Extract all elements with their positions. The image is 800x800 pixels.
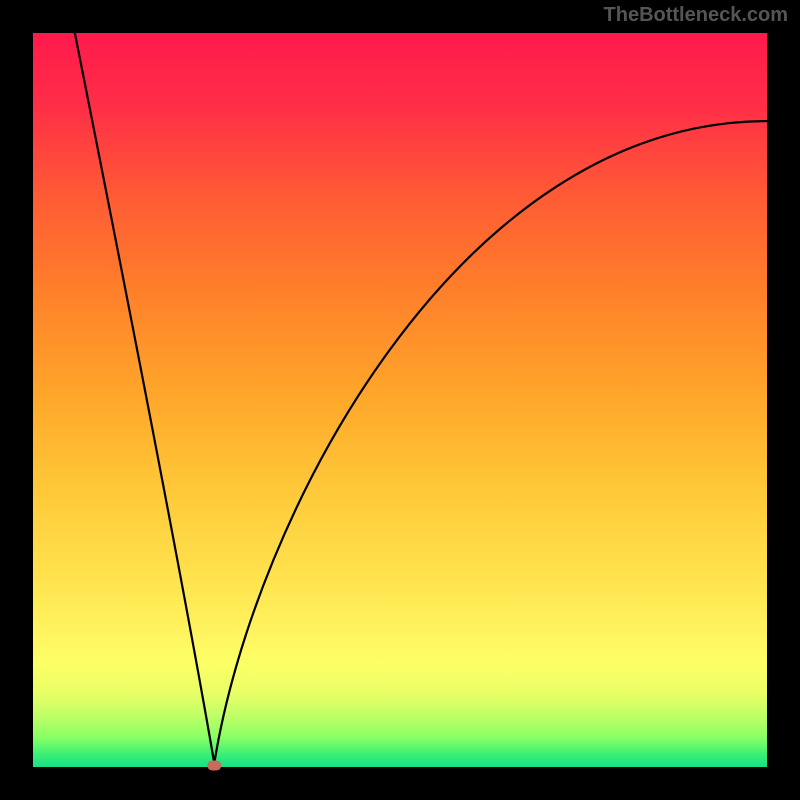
watermark-text: TheBottleneck.com bbox=[604, 4, 788, 27]
plot-background bbox=[33, 33, 767, 767]
optimum-marker bbox=[207, 761, 221, 771]
bottleneck-chart bbox=[0, 0, 800, 800]
